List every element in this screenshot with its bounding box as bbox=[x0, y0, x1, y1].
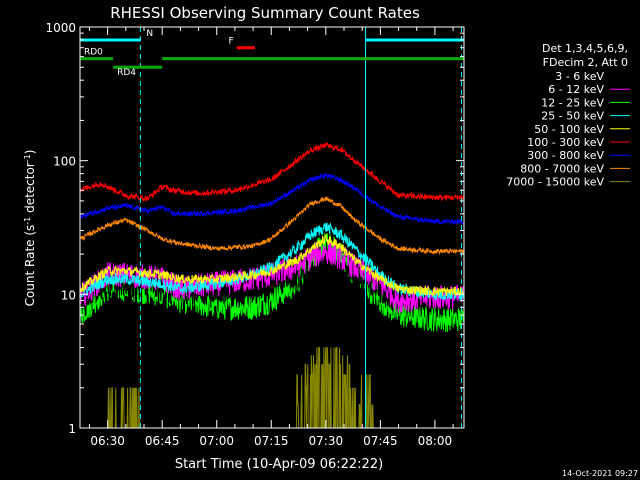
legend-header-line-2: FDecim 2, Att 0 bbox=[543, 56, 628, 69]
series-line-2 bbox=[80, 233, 464, 333]
x-tick-label-1: 06:45 bbox=[145, 434, 180, 448]
x-tick-label-3: 07:15 bbox=[254, 434, 289, 448]
legend-label-2: 12 - 25 keV bbox=[541, 96, 604, 109]
series-line-7 bbox=[80, 196, 464, 256]
x-tick-label-2: 07:00 bbox=[199, 434, 234, 448]
plot-frame bbox=[79, 26, 465, 429]
series-line-4 bbox=[80, 233, 464, 298]
chart-title: RHESSI Observing Summary Count Rates bbox=[110, 4, 420, 22]
y-axis-label-exp2: -1 bbox=[23, 154, 32, 162]
annotation-label-0: N bbox=[146, 29, 153, 39]
plot-area: N F RD0 RD4 1 10 100 1000 06:30 06:45 07:00 07:15 07… bbox=[45, 21, 465, 448]
series-line-5 bbox=[80, 142, 464, 203]
annotation-label-2: F bbox=[229, 37, 234, 47]
x-tick-label-6: 08:00 bbox=[418, 434, 453, 448]
y-axis-label-mid: detector bbox=[23, 162, 37, 217]
footer-date: 14-Oct-2021 09:27 bbox=[562, 469, 638, 478]
x-tick-label-4: 07:30 bbox=[309, 434, 344, 448]
legend-label-1: 6 - 12 keV bbox=[548, 83, 604, 96]
x-axis-label: Start Time (10-Apr-09 06:22:22) bbox=[175, 457, 383, 472]
y-axis-label-main: Count Rate (s bbox=[23, 225, 37, 307]
legend-label-4: 50 - 100 keV bbox=[534, 123, 604, 136]
legend-label-7: 800 - 7000 keV bbox=[520, 162, 604, 175]
x-tick-label-0: 06:30 bbox=[90, 434, 125, 448]
y-axis-label-end: ) bbox=[23, 150, 37, 155]
legend-label-0: 3 - 6 keV bbox=[555, 70, 604, 83]
annotation-label-4: RD4 bbox=[117, 68, 136, 78]
series-line-6 bbox=[80, 172, 464, 226]
annotation-label-3: RD0 bbox=[84, 48, 103, 58]
y-tick-label-1: 10 bbox=[61, 288, 76, 302]
y-axis-label: Count Rate (s-1 detector-1) bbox=[23, 150, 38, 307]
legend-label-8: 7000 - 15000 keV bbox=[506, 176, 604, 189]
x-tick-label-5: 07:45 bbox=[363, 434, 398, 448]
plot-background bbox=[80, 27, 464, 428]
legend-label-6: 300 - 800 keV bbox=[527, 149, 604, 162]
y-axis-label-exp1: -1 bbox=[23, 217, 32, 225]
legend-label-3: 25 - 50 keV bbox=[541, 110, 604, 123]
y-tick-label-2: 100 bbox=[53, 155, 76, 169]
legend-label-5: 100 - 300 keV bbox=[527, 136, 604, 149]
y-tick-label-3: 1000 bbox=[45, 21, 76, 35]
legend-header-line-1: Det 1,3,4,5,6,9, bbox=[542, 42, 628, 55]
y-tick-label-0: 1 bbox=[68, 422, 76, 436]
